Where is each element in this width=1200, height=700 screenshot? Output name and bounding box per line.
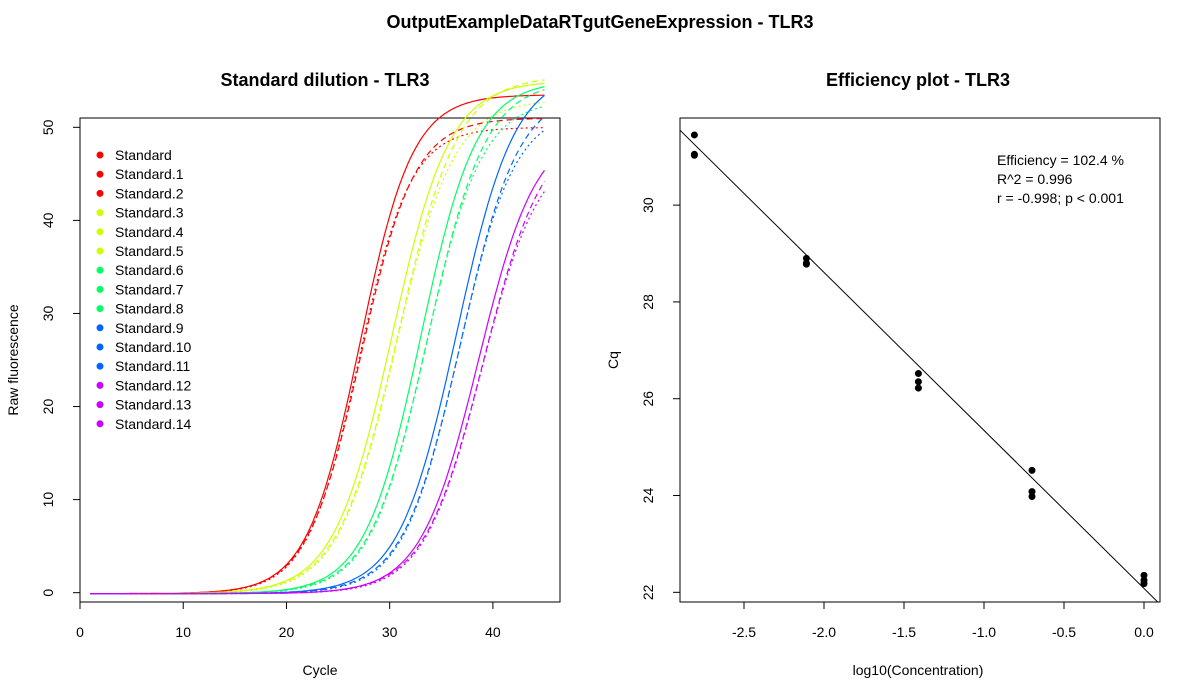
- y-tick-label: 40: [40, 212, 56, 228]
- legend-marker: [96, 247, 104, 255]
- legend-marker: [96, 209, 104, 217]
- y-tick-label: 50: [40, 119, 56, 135]
- x-tick-label: 0: [76, 624, 84, 640]
- log-concentration-axis-ticks: -2.5 -2.0 -1.5 -1.0 -0.5 0.0: [732, 601, 1154, 640]
- legend-label: Standard.9: [115, 320, 184, 336]
- legend-marker: [96, 305, 104, 313]
- cq-points: [690, 131, 1148, 588]
- y-axis-label-raw-fluorescence: Raw fluorescence: [5, 304, 21, 415]
- legend-marker: [96, 381, 104, 389]
- legend-marker: [96, 170, 104, 178]
- legend-marker: [96, 324, 104, 332]
- cq-point: [690, 131, 698, 139]
- y-tick-label: 0: [40, 589, 56, 597]
- legend-label: Standard.4: [115, 224, 184, 240]
- cq-point: [914, 378, 922, 386]
- legend-label: Standard.13: [115, 397, 191, 413]
- cq-point: [1028, 492, 1036, 500]
- y-tick-label: 10: [40, 492, 56, 508]
- regression-line: [680, 129, 1159, 602]
- x-tick-label: -2.0: [812, 624, 836, 640]
- y-tick-label: 20: [40, 399, 56, 415]
- legend-marker: [96, 362, 104, 370]
- cq-point: [1028, 488, 1036, 496]
- legend-label: Standard: [115, 147, 172, 163]
- efficiency-annotations: Efficiency = 102.4 % R^2 = 0.996 r = -0.…: [997, 152, 1124, 206]
- legend-marker: [96, 401, 104, 409]
- legend-marker: [96, 189, 104, 197]
- curve-series-15: [90, 191, 545, 595]
- legend: Standard Standard.1 Standard.2 Standard.3 St…: [96, 147, 191, 432]
- legend-label: Standard.5: [115, 243, 184, 259]
- standard-dilution-title: Standard dilution - TLR3: [221, 70, 430, 90]
- cq-point: [690, 151, 698, 159]
- x-tick-label: -2.5: [732, 624, 756, 640]
- y-tick-label: 26: [640, 391, 656, 407]
- legend-label: Standard.14: [115, 416, 191, 432]
- cq-axis-ticks: 22 24 26 28 30: [640, 197, 681, 600]
- x-axis-label-cycle: Cycle: [302, 662, 337, 678]
- r-squared-annotation: R^2 = 0.996: [997, 171, 1073, 187]
- cq-point: [1028, 466, 1036, 474]
- legend-label: Standard.8: [115, 301, 184, 317]
- y-tick-label: 30: [640, 197, 656, 213]
- legend-marker: [96, 228, 104, 236]
- efficiency-panel: Efficiency plot - TLR3 -2.5 -2.0 -1.5 -1.0-…: [605, 70, 1161, 678]
- fluorescence-axis-ticks: 0 10 20 30 40 50: [40, 119, 81, 597]
- cq-point: [802, 259, 810, 267]
- legend-label: Standard.2: [115, 185, 184, 201]
- x-tick-label: -1.0: [972, 624, 996, 640]
- efficiency-annotation: Efficiency = 102.4 %: [997, 152, 1124, 168]
- y-tick-label: 22: [640, 584, 656, 600]
- fit-line: [680, 129, 1159, 602]
- legend-label: Standard.6: [115, 262, 184, 278]
- legend-marker: [96, 420, 104, 428]
- legend-marker: [96, 266, 104, 274]
- y-tick-label: 30: [40, 305, 56, 321]
- y-tick-label: 28: [640, 294, 656, 310]
- cq-point: [1140, 571, 1148, 579]
- legend-label: Standard.7: [115, 281, 184, 297]
- cq-point: [1140, 576, 1148, 584]
- legend-label: Standard.10: [115, 339, 191, 355]
- x-tick-label: 0.0: [1134, 624, 1154, 640]
- legend-marker: [96, 151, 104, 159]
- legend-marker: [96, 343, 104, 351]
- figure-title: OutputExampleDataRTgutGeneExpression - T…: [386, 12, 813, 32]
- standard-dilution-panel: Standard dilution - TLR3 0 10 20 30 40 0 10 20…: [5, 70, 561, 678]
- legend-marker: [96, 285, 104, 293]
- legend-label: Standard.3: [115, 205, 184, 221]
- cq-point: [914, 370, 922, 378]
- correlation-annotation: r = -0.998; p < 0.001: [997, 190, 1124, 206]
- x-tick-label: -1.5: [892, 624, 916, 640]
- cq-point: [914, 384, 922, 392]
- y-tick-label: 24: [640, 488, 656, 504]
- x-tick-label: 20: [279, 624, 295, 640]
- x-tick-label: 30: [382, 624, 398, 640]
- legend-label: Standard.11: [115, 358, 190, 374]
- amplification-curves: [90, 79, 546, 595]
- x-tick-label: -0.5: [1052, 624, 1076, 640]
- cq-point: [802, 254, 810, 262]
- efficiency-plot-title: Efficiency plot - TLR3: [826, 70, 1010, 90]
- legend-label: Standard.1: [115, 166, 184, 182]
- legend-label: Standard.12: [115, 377, 191, 393]
- cycle-axis-ticks: 0 10 20 30 40: [76, 601, 501, 640]
- y-axis-label-cq: Cq: [605, 351, 621, 369]
- x-tick-label: 40: [485, 624, 501, 640]
- x-tick-label: 10: [175, 624, 191, 640]
- x-axis-label-log-concentration: log10(Concentration): [853, 662, 984, 678]
